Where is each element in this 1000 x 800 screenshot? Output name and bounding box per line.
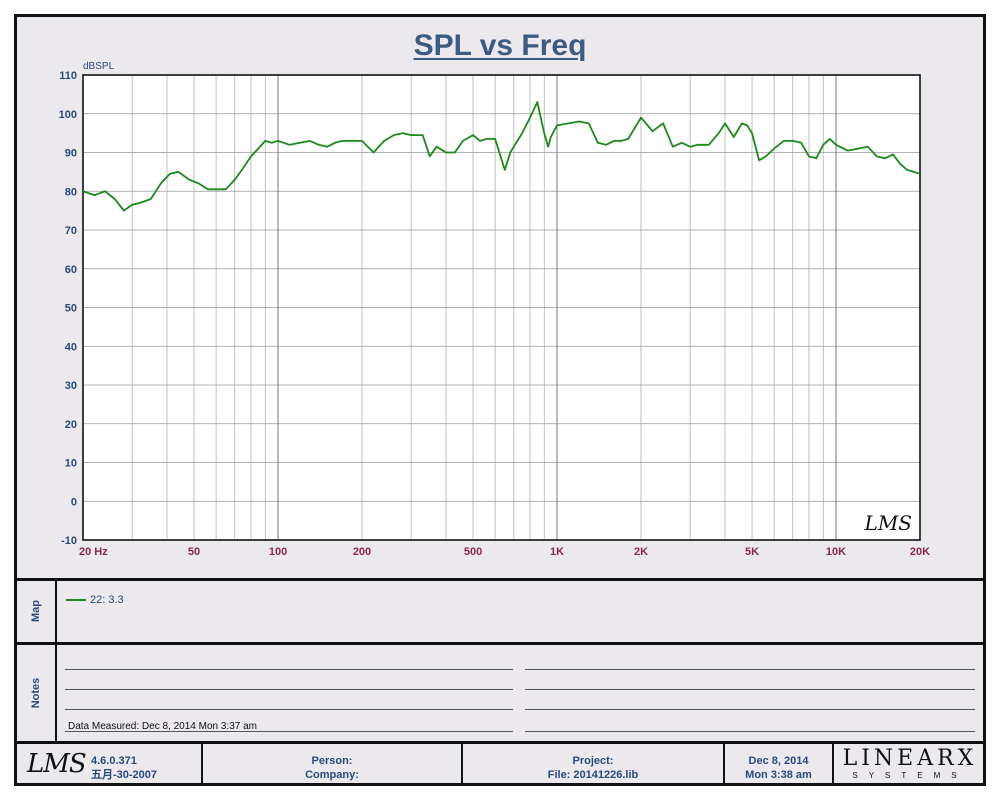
report-frame: SPL vs Freq 110 100 90 80 70 60 50 40 30 20 10 0 -10… — [14, 14, 986, 786]
footer-divider — [723, 744, 725, 783]
footer-date: Dec 8, 2014 — [748, 755, 809, 767]
x-tick-label: 5K — [745, 546, 759, 558]
y-tick-label: 10 — [65, 458, 77, 470]
y-tick-label: 20 — [65, 419, 77, 431]
data-measured-text: Data Measured: Dec 8, 2014 Mon 3:37 am — [68, 721, 257, 732]
note-line — [525, 709, 975, 710]
notes-section-label: Notes — [30, 677, 42, 709]
y-tick-label: 100 — [59, 109, 77, 121]
legend-entry: 22: 3.3 — [66, 594, 124, 606]
lms-watermark: LMS — [864, 511, 912, 535]
y-tick-label: 110 — [59, 70, 77, 82]
series-line — [82, 101, 921, 212]
map-label-divider — [55, 578, 57, 742]
version-number: 4.6.0.371 — [91, 755, 137, 767]
x-tick-label: 500 — [464, 546, 482, 558]
note-line — [65, 689, 513, 690]
y-tick-label: 90 — [65, 148, 77, 160]
separator-notes-footer — [17, 741, 983, 744]
footer-datetime: Dec 8, 2014 Mon 3:38 am — [725, 754, 832, 782]
file-label: File: 20141226.lib — [547, 769, 639, 781]
x-tick-label: 100 — [269, 546, 287, 558]
company-label: Company: — [305, 769, 359, 781]
linearx-brand-main: LINEARX — [842, 746, 978, 771]
y-tick-label: 50 — [65, 303, 77, 315]
x-tick-label: 1K — [550, 546, 564, 558]
note-line — [65, 669, 513, 670]
y-tick-label: 30 — [65, 380, 77, 392]
y-tick-label: 60 — [65, 264, 77, 276]
y-tick-label: 70 — [65, 225, 77, 237]
footer-divider — [832, 744, 834, 783]
chart-title: SPL vs Freq — [413, 29, 587, 62]
separator-chart-map — [17, 578, 983, 581]
footer-divider — [201, 744, 203, 783]
project-label: Project: — [572, 755, 614, 767]
lms-logo: LMS — [27, 749, 87, 779]
x-tick-label: 2K — [634, 546, 648, 558]
y-axis-label: dBSPL — [83, 61, 115, 72]
x-tick-label: 200 — [353, 546, 371, 558]
separator-map-notes — [17, 642, 983, 645]
linearx-brand-sub: SYSTEMS — [852, 771, 968, 780]
person-company: Person: Company: — [203, 754, 461, 782]
footer-time: Mon 3:38 am — [745, 769, 812, 781]
linearx-logo: LINEARX SYSTEMS — [840, 746, 980, 781]
project-file: Project: File: 20141226.lib — [463, 754, 723, 782]
version-date: 五月-30-2007 — [91, 769, 158, 781]
legend-label: 22: 3.3 — [90, 594, 124, 606]
legend-swatch — [66, 599, 86, 601]
map-section-label: Map — [30, 600, 42, 622]
x-tick-label: 20 Hz — [79, 546, 108, 558]
version-text: 4.6.0.371 五月-30-2007 — [91, 754, 157, 782]
y-tick-label: 80 — [65, 186, 77, 198]
y-tick-label: 40 — [65, 341, 77, 353]
y-tick-label: 0 — [71, 496, 77, 508]
x-tick-label: 10K — [826, 546, 846, 558]
y-tick-label: -10 — [61, 535, 77, 547]
x-tick-label: 20K — [910, 546, 930, 558]
footer-divider — [461, 744, 463, 783]
x-tick-label: 50 — [188, 546, 200, 558]
person-label: Person: — [311, 755, 353, 767]
note-line — [525, 731, 975, 732]
note-line — [525, 689, 975, 690]
note-line — [525, 669, 975, 670]
note-line — [65, 709, 513, 710]
plot-frame — [82, 74, 921, 541]
note-line — [65, 731, 513, 732]
